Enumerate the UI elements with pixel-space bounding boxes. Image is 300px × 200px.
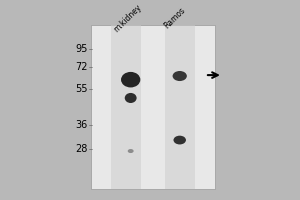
Text: 95: 95 (75, 44, 88, 54)
Ellipse shape (128, 149, 134, 153)
Ellipse shape (173, 136, 186, 144)
Text: Ramos: Ramos (163, 6, 188, 30)
Ellipse shape (172, 71, 187, 81)
Ellipse shape (125, 93, 136, 103)
Text: 72: 72 (75, 62, 88, 72)
FancyBboxPatch shape (111, 25, 141, 189)
FancyBboxPatch shape (91, 25, 215, 189)
FancyBboxPatch shape (165, 25, 195, 189)
Text: 28: 28 (75, 144, 88, 154)
Ellipse shape (121, 72, 140, 87)
Text: 36: 36 (75, 120, 88, 130)
Text: 55: 55 (75, 84, 88, 94)
Text: m.kidney: m.kidney (112, 2, 143, 34)
